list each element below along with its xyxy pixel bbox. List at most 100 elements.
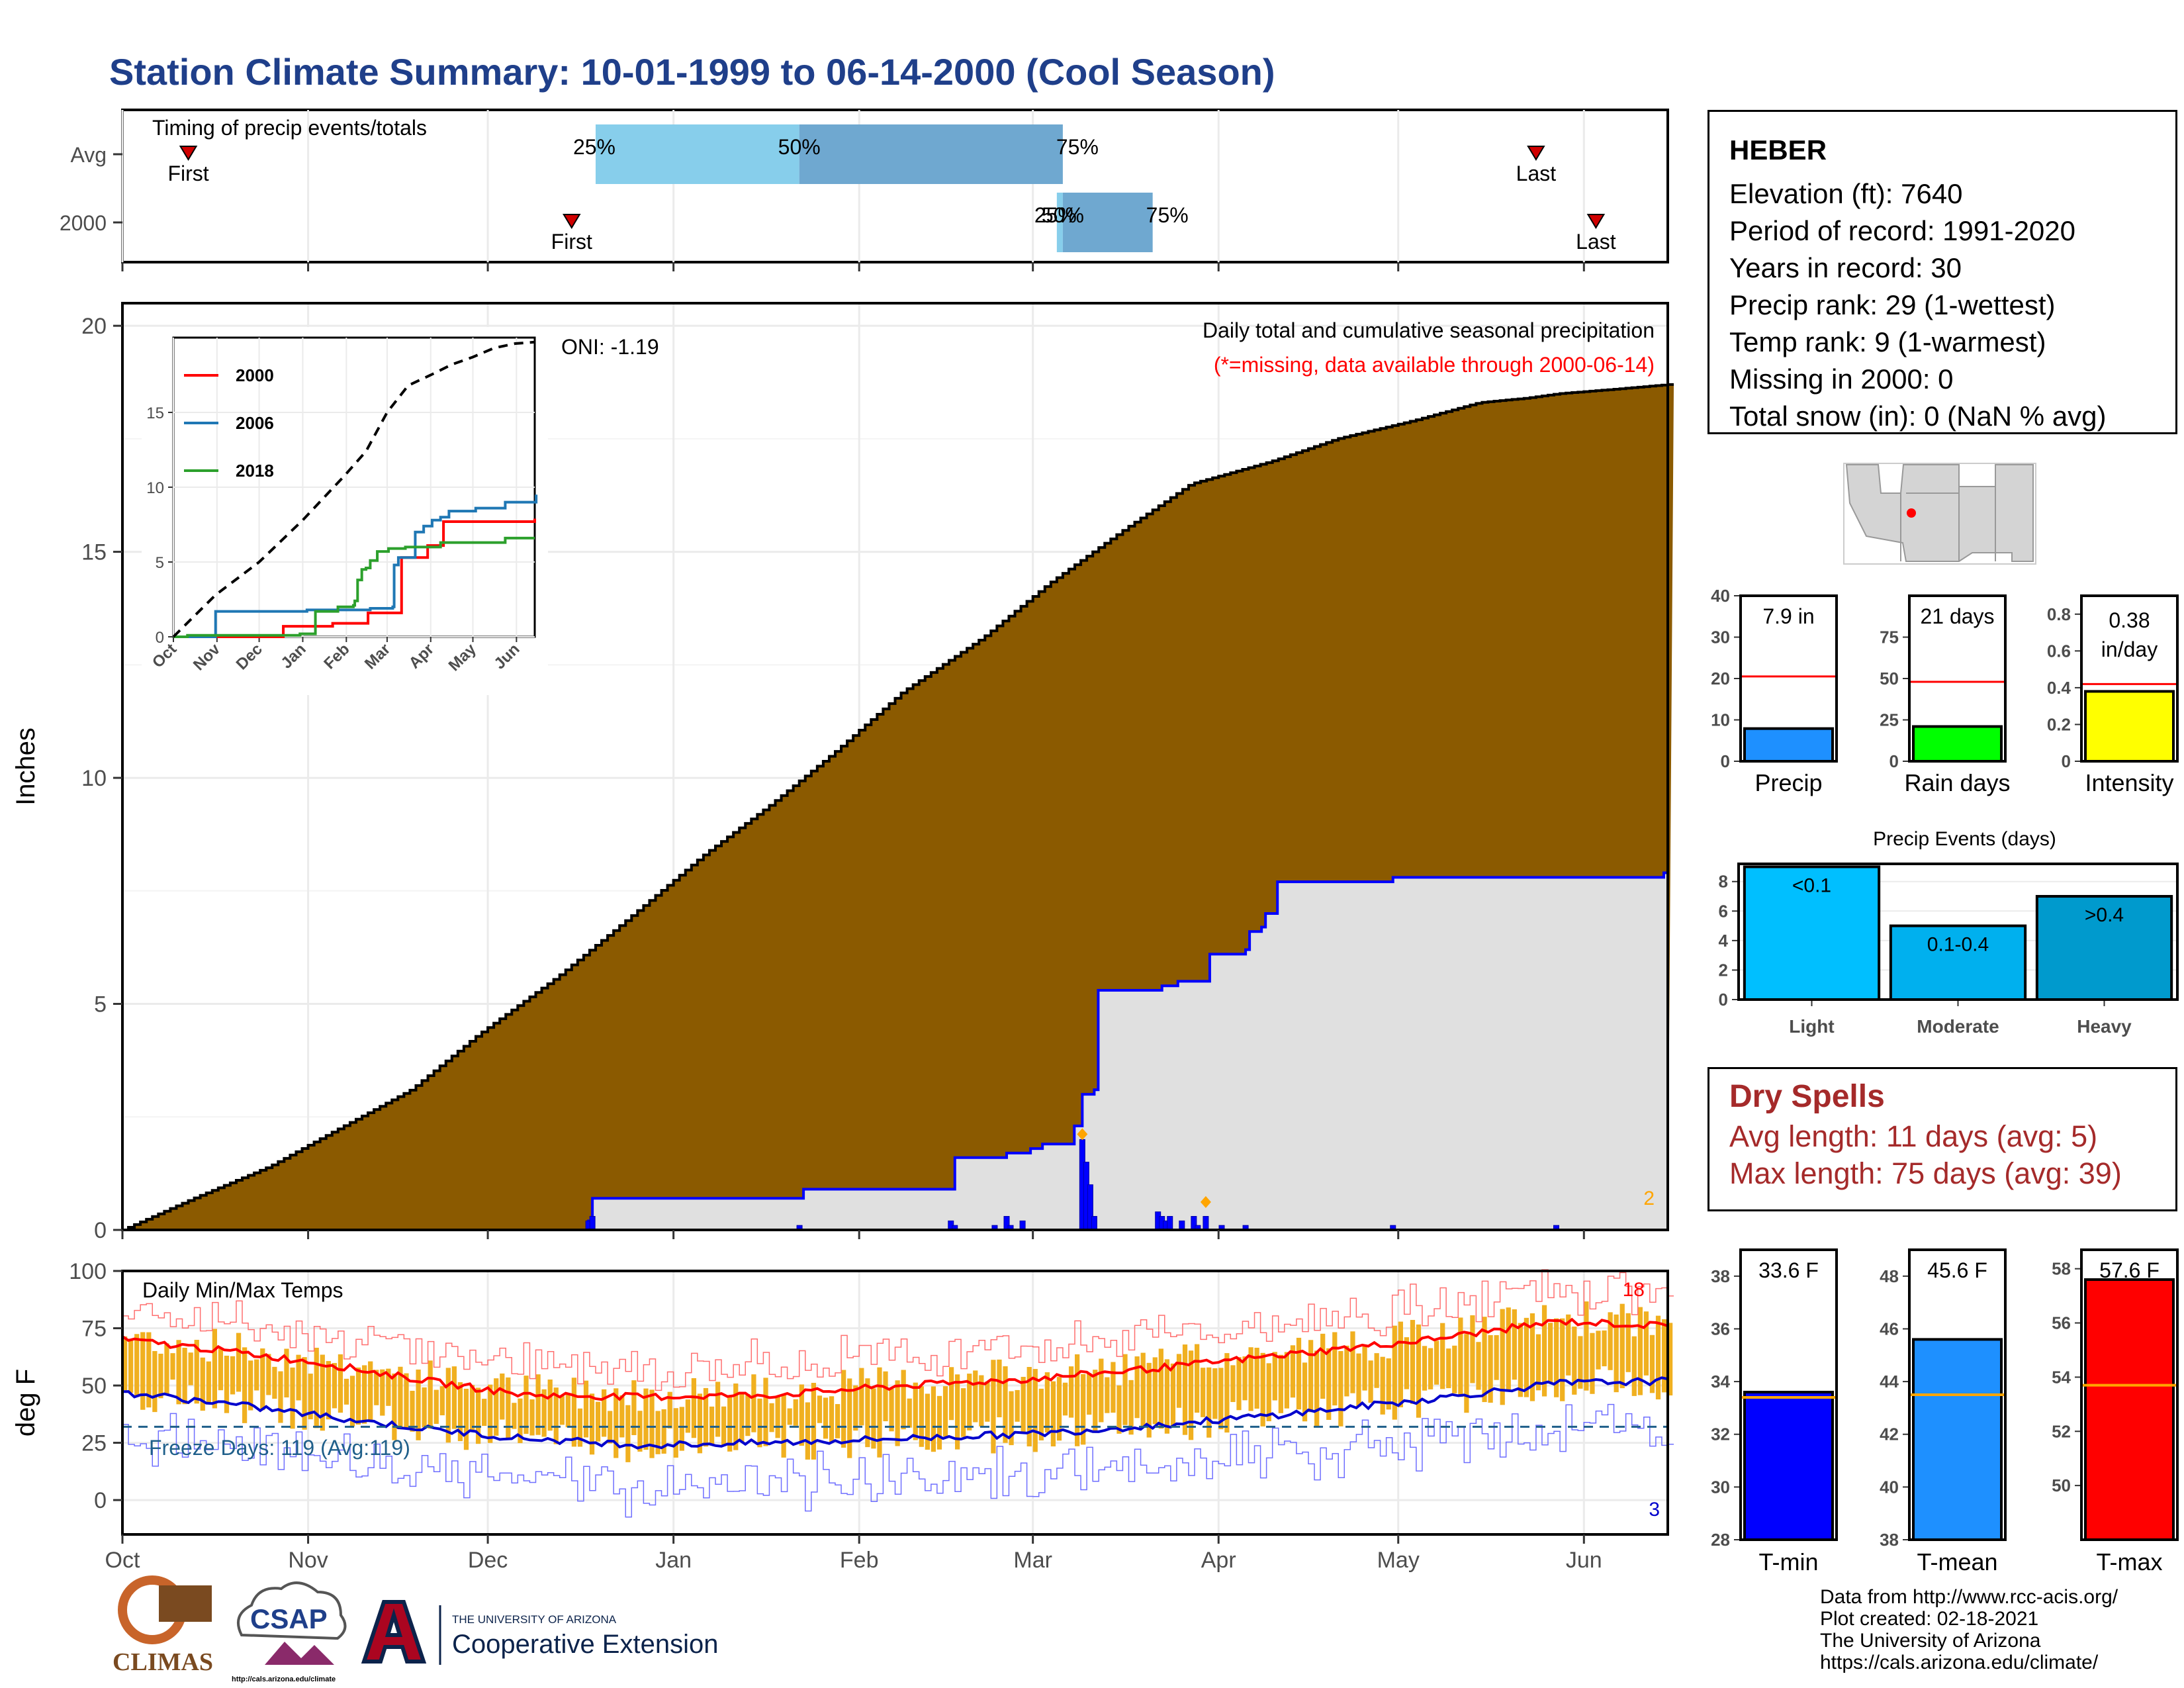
daily-temp-bar xyxy=(1655,1315,1661,1400)
temp-y-label: 100 xyxy=(69,1259,107,1284)
daily-temp-bar xyxy=(506,1377,511,1440)
daily-temp-bar xyxy=(805,1402,810,1460)
daily-temp-bar xyxy=(841,1370,846,1448)
daily-temp-bar xyxy=(1032,1369,1038,1452)
summary-y-label: 48 xyxy=(1880,1266,1899,1286)
events-y-label: 6 xyxy=(1719,901,1728,921)
daily-temp-bar xyxy=(1410,1319,1416,1404)
daily-temp-bar xyxy=(182,1348,187,1405)
daily-temp-bar xyxy=(637,1411,643,1452)
temp-x-label: Nov xyxy=(288,1548,328,1573)
daily-temp-bar xyxy=(595,1401,601,1442)
daily-temp-bar xyxy=(1176,1354,1182,1408)
daily-temp-bar xyxy=(463,1388,469,1450)
summary-bar-intensity xyxy=(2084,690,2175,763)
daily-temp-bar xyxy=(140,1332,146,1410)
daily-temp-bar xyxy=(973,1370,978,1423)
summary-bar-t-mean xyxy=(1912,1338,2003,1542)
dry-spells-max: Max length: 75 days (avg: 39) xyxy=(1729,1156,2122,1190)
daily-temp-bar xyxy=(1099,1358,1104,1423)
summary-category-label: T-mean xyxy=(1917,1548,1997,1575)
daily-temp-bar xyxy=(1602,1330,1607,1367)
temp-x-label: Feb xyxy=(840,1548,879,1573)
daily-temp-bar xyxy=(410,1391,415,1432)
daily-temp-bar xyxy=(1075,1354,1080,1446)
daily-temp-bar xyxy=(895,1380,900,1446)
summary-y-label: 34 xyxy=(1711,1372,1730,1391)
daily-temp-bar xyxy=(583,1380,589,1438)
ua-big-text: Cooperative Extension xyxy=(452,1630,718,1659)
summary-y-label: 0 xyxy=(2062,751,2071,771)
daily-temp-bar xyxy=(1416,1324,1422,1418)
daily-temp-bar xyxy=(1488,1335,1493,1403)
daily-temp-bar xyxy=(691,1378,697,1438)
inset-y-label: 5 xyxy=(156,554,164,572)
daily-temp-bar xyxy=(254,1359,259,1391)
daily-temp-bar xyxy=(164,1343,169,1395)
daily-temp-bar xyxy=(302,1357,307,1430)
timeline-last-label: Last xyxy=(1516,162,1557,185)
temp-x-label: Oct xyxy=(105,1548,140,1573)
daily-temp-bar xyxy=(482,1399,487,1427)
precip-y-label: 15 xyxy=(81,540,107,565)
daily-temp-bar xyxy=(781,1395,786,1458)
avg-tmax-line xyxy=(121,1317,1668,1401)
inset-legend-label: 2000 xyxy=(236,365,274,385)
daily-temp-bar xyxy=(224,1356,230,1413)
daily-temp-bar xyxy=(979,1375,984,1427)
daily-temp-bar xyxy=(194,1340,199,1404)
logos: CLIMAS CSAP http://cals.arizona.edu/clim… xyxy=(113,1575,718,1683)
daily-temp-bar xyxy=(398,1366,403,1430)
station-info-box: HEBER Elevation (ft): 7640 Period of rec… xyxy=(1707,110,2177,434)
daily-temp-bar xyxy=(685,1399,690,1433)
daily-temp-bar xyxy=(206,1361,211,1405)
daily-temp-bar xyxy=(1201,1368,1206,1417)
timeline-first-label: First xyxy=(551,230,592,254)
daily-temp-bar xyxy=(1470,1315,1475,1383)
daily-temp-bar xyxy=(553,1387,559,1444)
daily-temp-bar xyxy=(1206,1367,1212,1438)
daily-temp-bar xyxy=(1619,1303,1625,1389)
daily-temp-bar xyxy=(1362,1344,1367,1391)
daily-temp-bar xyxy=(1158,1348,1163,1429)
summary-y-label: 10 xyxy=(1711,710,1730,730)
daily-temp-bar xyxy=(649,1389,655,1458)
precip-chart-title: Daily total and cumulative seasonal prec… xyxy=(1203,318,1655,342)
summary-frame xyxy=(1739,1248,1838,1541)
daily-temp-bar xyxy=(535,1374,541,1435)
csap-mountains xyxy=(265,1642,334,1665)
daily-temp-bar xyxy=(811,1382,817,1460)
daily-temp-bar xyxy=(392,1373,397,1440)
daily-temp-bar xyxy=(733,1383,739,1450)
daily-temp-bar xyxy=(1566,1314,1571,1376)
daily-temp-bar xyxy=(614,1388,619,1458)
daily-temp-bar xyxy=(559,1396,565,1425)
daily-temp-bar xyxy=(1087,1373,1092,1415)
summary-y-label: 50 xyxy=(1880,669,1899,688)
daily-temp-bar xyxy=(368,1361,373,1422)
summary-value-unit: in/day xyxy=(2101,637,2158,661)
precip-y-label: 5 xyxy=(94,992,107,1017)
daily-temp-bar xyxy=(829,1396,835,1442)
csap-url: http://cals.arizona.edu/climate xyxy=(232,1675,336,1683)
station-location-dot xyxy=(1907,508,1916,518)
footer-line-created: Plot created: 02-18-2021 xyxy=(1820,1608,2039,1630)
daily-temp-bar xyxy=(158,1354,163,1399)
dry-spells-box: Dry Spells Avg length: 11 days (avg: 5) … xyxy=(1707,1067,2177,1211)
inset-y-label: 0 xyxy=(156,629,164,647)
daily-temp-bar xyxy=(1212,1368,1218,1419)
daily-temp-bar xyxy=(1368,1360,1373,1403)
daily-temp-bar xyxy=(1170,1363,1176,1428)
daily-temp-bar xyxy=(721,1406,727,1446)
daily-temp-bar xyxy=(859,1368,864,1426)
summary-y-label: 40 xyxy=(1711,586,1730,606)
daily-temp-bar xyxy=(925,1393,930,1450)
station-missing: Missing in 2000: 0 xyxy=(1729,363,1954,395)
summary-y-label: 50 xyxy=(2052,1476,2071,1495)
daily-temp-bar xyxy=(1320,1333,1326,1399)
summary-y-label: 36 xyxy=(1711,1319,1730,1338)
daily-temp-bar xyxy=(751,1374,756,1432)
daily-temp-bar xyxy=(475,1387,481,1444)
daily-temp-bar xyxy=(1062,1382,1068,1416)
